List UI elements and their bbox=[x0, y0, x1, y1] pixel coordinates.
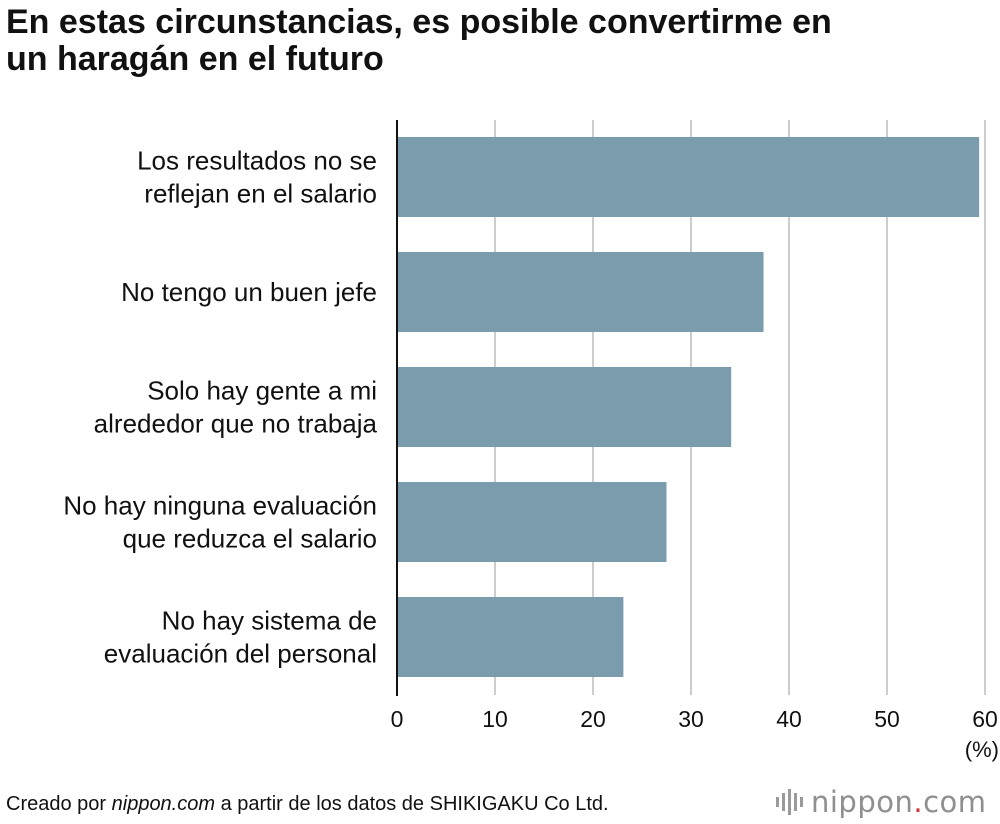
category-label-line: No tengo un buen jefe bbox=[121, 277, 377, 307]
category-label: No tengo un buen jefe bbox=[121, 277, 377, 307]
category-label: Solo hay gente a mi alrededor que no trab… bbox=[94, 376, 378, 439]
chart-title-line: un haragán en el futuro bbox=[6, 40, 384, 78]
category-label-line: Solo hay gente a mi bbox=[147, 376, 377, 406]
bar bbox=[397, 367, 732, 447]
x-tick-label: 30 bbox=[678, 706, 704, 732]
category-label-line: alrededor que no trabaja bbox=[94, 409, 378, 439]
chart-title-line: En estas circunstancias, es posible conv… bbox=[6, 3, 832, 41]
logo-tld: com bbox=[923, 785, 987, 819]
logo-dot: . bbox=[913, 785, 924, 819]
x-tick-label: 10 bbox=[482, 706, 508, 732]
chart-title: En estas circunstancias, es posible conv… bbox=[6, 4, 991, 78]
x-tick-labels: 0 10 20 30 40 50 60 (%) bbox=[391, 706, 999, 762]
x-tick-label: 40 bbox=[776, 706, 802, 732]
logo-wordmark: nippon.com bbox=[811, 785, 987, 819]
logo-name: nippon bbox=[811, 785, 914, 819]
category-label-line: No hay ninguna evaluación bbox=[63, 491, 377, 521]
x-tick-label: 0 bbox=[391, 706, 404, 732]
x-axis-unit: (%) bbox=[965, 737, 999, 762]
category-label: No hay ninguna evaluación que reduzca el … bbox=[63, 491, 377, 554]
category-labels: Los resultados no se reflejan en el salar… bbox=[63, 146, 377, 669]
bar bbox=[397, 482, 667, 562]
category-label: No hay sistema de evaluación del personal bbox=[104, 606, 377, 669]
credit-prefix: Creado por bbox=[6, 793, 112, 815]
bar bbox=[397, 252, 764, 332]
x-tick-label: 50 bbox=[874, 706, 900, 732]
credit-source: nippon.com bbox=[111, 793, 216, 815]
bar bbox=[397, 597, 624, 677]
x-tick-label: 20 bbox=[580, 706, 606, 732]
nippon-logo: nippon.com bbox=[775, 784, 987, 820]
category-label-line: reflejan en el salario bbox=[144, 179, 377, 209]
bar-chart: Los resultados no se reflejan en el salar… bbox=[63, 120, 999, 762]
category-label-line: que reduzca el salario bbox=[123, 524, 377, 554]
category-label: Los resultados no se reflejan en el salar… bbox=[137, 146, 377, 209]
category-label-line: No hay sistema de bbox=[162, 606, 377, 636]
sound-bars-icon bbox=[776, 789, 803, 815]
category-label-line: evaluación del personal bbox=[104, 639, 377, 669]
bars bbox=[397, 137, 980, 677]
source-credit: Creado por nippon.com a partir de los da… bbox=[6, 793, 609, 816]
bar bbox=[397, 137, 980, 217]
category-label-line: Los resultados no se bbox=[137, 146, 377, 176]
x-tick-label: 60 bbox=[972, 706, 998, 732]
credit-suffix: a partir de los datos de SHIKIGAKU Co Lt… bbox=[215, 793, 609, 815]
